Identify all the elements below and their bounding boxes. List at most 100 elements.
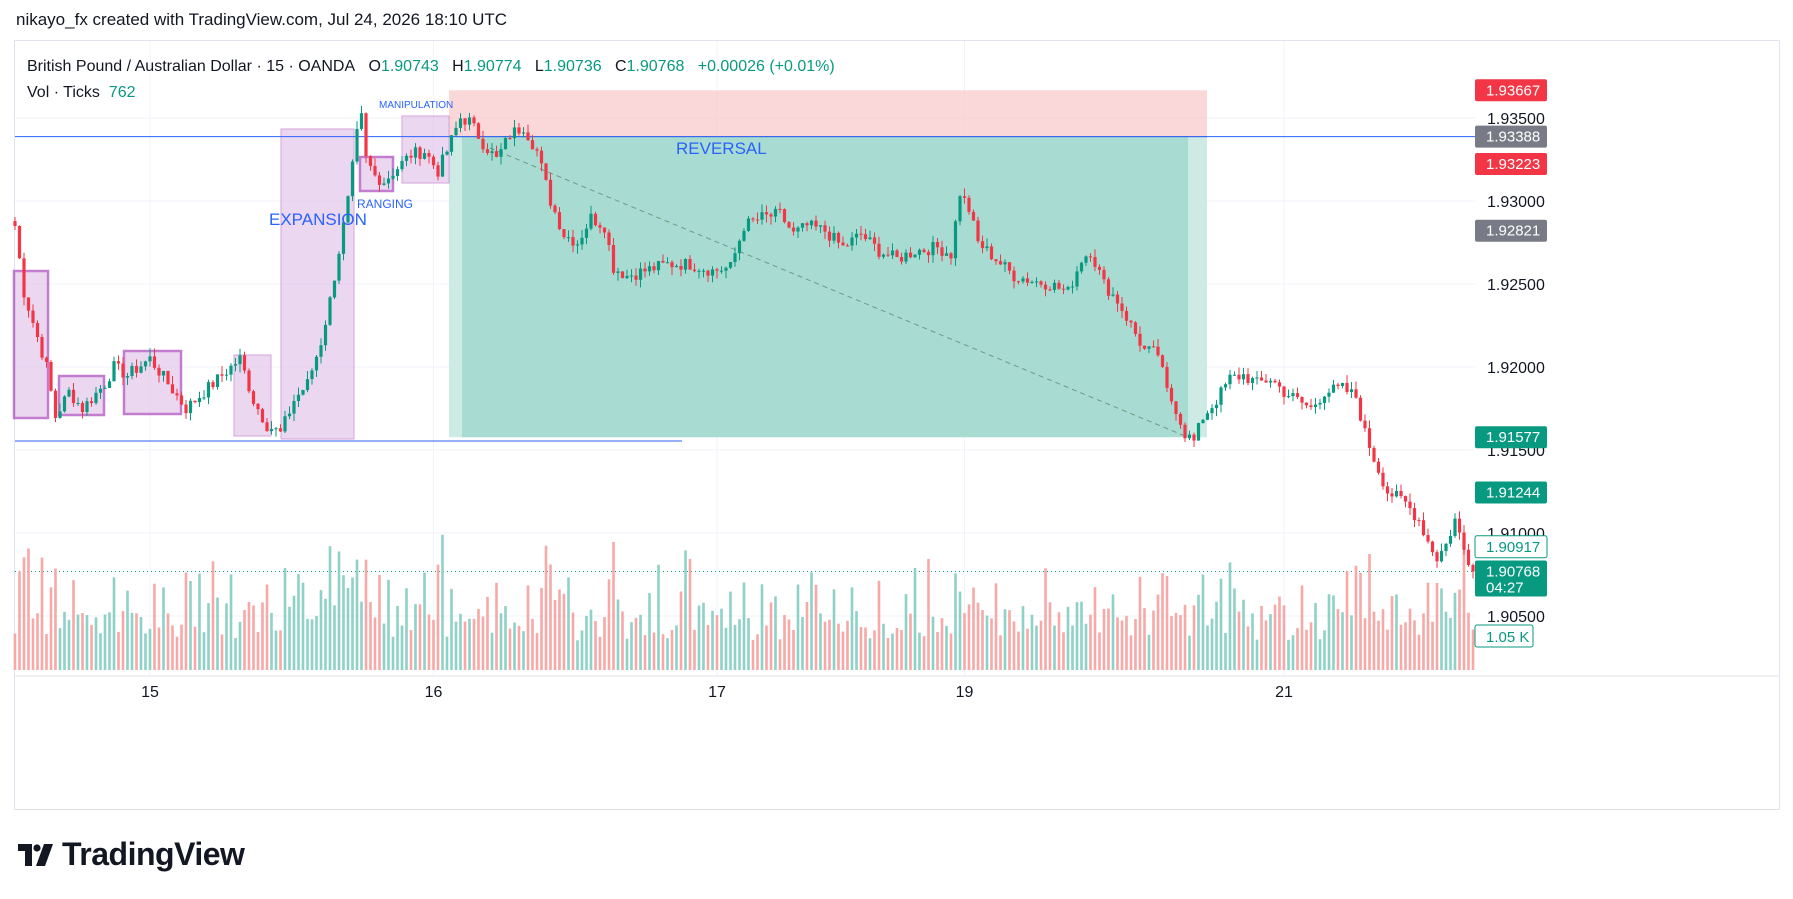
volume-bar bbox=[1251, 613, 1254, 670]
candle-body bbox=[283, 416, 287, 432]
volume-bar bbox=[1426, 582, 1430, 670]
candle-body bbox=[980, 241, 985, 249]
candle-body bbox=[1246, 374, 1250, 383]
volume-bar bbox=[684, 550, 687, 670]
volume-bar bbox=[571, 612, 575, 670]
volume-bar bbox=[832, 589, 836, 670]
candle-body bbox=[292, 401, 296, 414]
candle-body bbox=[517, 127, 521, 134]
volume-bar bbox=[895, 627, 899, 670]
volume-bar bbox=[499, 613, 503, 670]
volume-bar bbox=[1246, 626, 1250, 670]
volume-bar bbox=[99, 633, 102, 670]
volume-label[interactable]: Vol · Ticks bbox=[27, 84, 100, 101]
volume-bar bbox=[1111, 594, 1115, 670]
volume-bar bbox=[621, 611, 624, 670]
candle-body bbox=[580, 237, 584, 245]
candle-body bbox=[1043, 284, 1048, 290]
candle-body bbox=[193, 400, 197, 403]
candle-body bbox=[233, 364, 238, 366]
volume-bar bbox=[1372, 611, 1376, 670]
volume-bar bbox=[531, 618, 534, 670]
price-label-box bbox=[1475, 79, 1547, 102]
volume-bar bbox=[1381, 609, 1385, 670]
candle-body bbox=[832, 232, 836, 241]
time-axis: 15 16 17 19 21 bbox=[15, 675, 1780, 701]
candle-body bbox=[94, 392, 98, 404]
volume-bar bbox=[976, 602, 980, 670]
candle-body bbox=[1295, 393, 1300, 397]
tradingview-logo[interactable]: TradingView bbox=[18, 836, 245, 873]
symbol-label[interactable]: British Pound / Australian Dollar · 15 ·… bbox=[27, 58, 356, 75]
low-value: 1.90736 bbox=[543, 58, 602, 75]
volume-bar bbox=[994, 583, 998, 670]
candle-body bbox=[940, 247, 944, 256]
candle-body bbox=[287, 413, 292, 417]
volume-bar bbox=[202, 632, 206, 670]
volume-bar bbox=[958, 591, 962, 670]
volume-bar bbox=[1318, 639, 1322, 670]
price-label-box bbox=[1475, 219, 1547, 242]
candle-body bbox=[418, 147, 422, 159]
candle-body bbox=[31, 310, 35, 323]
candle-body bbox=[575, 244, 580, 246]
candle-body bbox=[620, 271, 625, 279]
volume-bar bbox=[1332, 595, 1335, 670]
candle-body bbox=[1025, 278, 1030, 283]
chart-frame[interactable] bbox=[14, 40, 1780, 810]
candle-body bbox=[1309, 405, 1313, 408]
candle-body bbox=[229, 365, 233, 375]
candle-body bbox=[1196, 423, 1201, 441]
candle-body bbox=[904, 252, 908, 262]
candle-body bbox=[170, 384, 175, 394]
candle-body bbox=[1124, 310, 1129, 321]
volume-bar bbox=[1323, 630, 1326, 670]
candle-body bbox=[238, 355, 242, 365]
volume-bar bbox=[36, 613, 39, 670]
volume-bar bbox=[891, 633, 894, 670]
volume-bar bbox=[256, 632, 260, 670]
candle-body bbox=[467, 117, 472, 125]
volume-bar bbox=[742, 582, 746, 670]
volume-bar bbox=[823, 621, 827, 670]
volume-bar bbox=[918, 632, 921, 670]
volume-bar bbox=[121, 610, 125, 670]
candle-body bbox=[197, 398, 202, 403]
candle-body bbox=[1066, 286, 1070, 290]
volume-bar bbox=[441, 534, 444, 670]
candle-body bbox=[1399, 490, 1403, 497]
volume-bar bbox=[540, 587, 543, 670]
candle-body bbox=[445, 151, 449, 155]
candle-body bbox=[139, 366, 143, 373]
volume-bar bbox=[72, 580, 75, 670]
volume-bar bbox=[13, 633, 17, 670]
candle-body bbox=[661, 261, 665, 263]
candle-body bbox=[26, 297, 31, 311]
candle-body bbox=[769, 214, 773, 217]
candle-body bbox=[1255, 377, 1259, 379]
volume-bar bbox=[625, 638, 629, 670]
volume-bar bbox=[526, 585, 530, 670]
volume-bar bbox=[396, 606, 399, 670]
price-label-box bbox=[1475, 125, 1547, 148]
candle-body bbox=[1088, 256, 1093, 258]
candle-body bbox=[1169, 387, 1174, 402]
candle-body bbox=[1268, 380, 1273, 383]
open-value: 1.90743 bbox=[380, 58, 439, 75]
volume-bar bbox=[1453, 592, 1457, 670]
candle-body bbox=[1250, 378, 1255, 383]
candle-body bbox=[1237, 374, 1241, 380]
candle-body bbox=[1187, 434, 1192, 439]
candle-body bbox=[1075, 271, 1079, 287]
volume-bar bbox=[243, 609, 246, 670]
candle-body bbox=[179, 395, 184, 405]
volume-bar bbox=[1413, 620, 1416, 670]
volume-bar bbox=[369, 601, 372, 670]
volume-bar bbox=[607, 579, 611, 670]
stop-loss-zone bbox=[449, 90, 1207, 137]
volume-bar bbox=[373, 617, 377, 670]
volume-bar bbox=[405, 588, 408, 670]
candle-body bbox=[638, 268, 643, 280]
candle-body bbox=[1133, 322, 1138, 334]
